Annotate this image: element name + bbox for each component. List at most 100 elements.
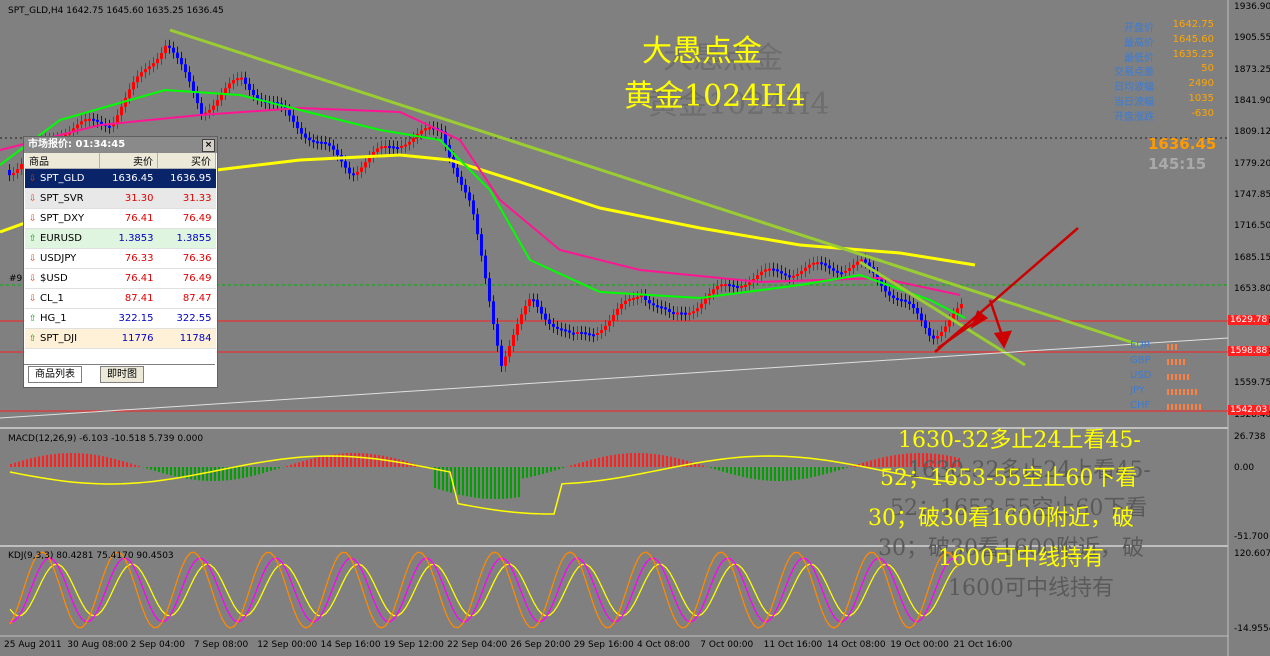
candle-body [292,115,295,122]
price-axis-label: 1559.75 [1234,378,1270,389]
row-ask: 76.49 [157,208,216,229]
macd-bar [46,455,48,467]
candle-body [300,128,303,134]
col-symbol[interactable]: 商品 [25,153,101,169]
macd-bar [154,467,156,471]
candle-body [648,299,651,304]
candle-body [624,300,627,305]
arrow-up-head [970,309,989,329]
market-watch-title-bar[interactable]: 市场报价: 01:34:45 × [24,137,217,153]
candle-body [560,328,563,331]
candle-body [512,334,515,346]
macd-bar [642,453,644,467]
candle-body [16,169,19,173]
candle-body [776,269,779,272]
macd-bar [394,458,396,467]
candle-body [936,335,939,339]
forecast-arrows [934,227,1079,353]
market-watch-row[interactable]: ⇧ SPT_DJI 11776 11784 [25,328,216,349]
market-watch-row[interactable]: ⇧ HG_1 322.15 322.55 [25,308,216,329]
candle-body [388,145,391,148]
info-label: 日均波幅 [1114,82,1154,94]
info-value: 2490 [1188,78,1214,90]
market-watch-row[interactable]: ⇩ $USD 76.41 76.49 [25,268,216,289]
candle-body [88,118,91,121]
macd-bar [702,465,704,467]
support-trendline[interactable] [0,337,1229,419]
close-icon[interactable]: × [202,139,215,152]
tab-symbols[interactable]: 商品列表 [28,366,82,383]
market-watch-title: 市场报价: 01:34:45 [28,139,126,150]
candle-body [676,312,679,315]
candle-body [160,53,163,59]
macd-bar [18,461,20,467]
macd-bar [70,453,72,467]
market-watch-row[interactable]: ⇩ USDJPY 76.33 76.36 [25,248,216,269]
candle-body [904,299,907,302]
row-symbol: ⇩ SPT_DXY [25,208,100,229]
macd-bar [622,453,624,467]
time-axis-label: 30 Aug 08:00 [67,640,128,650]
macd-bar [866,461,868,467]
candle-body [448,145,451,158]
market-watch-row[interactable]: ⇩ CL_1 87.41 87.47 [25,288,216,309]
candle-body [64,134,67,137]
info-row: 开盘涨跌 -630 [1104,108,1214,123]
macd-bar [814,467,816,477]
candle-body [128,89,131,98]
candle-body [240,77,243,80]
info-row: 最高价 1645.60 [1104,34,1214,49]
macd-bar [58,453,60,467]
candle-body [848,268,851,271]
col-bid[interactable]: 卖价 [99,153,159,169]
market-watch-row[interactable]: ⇩ SPT_GLD 1636.45 1636.95 [25,168,216,189]
candle-body [304,133,307,138]
macd-bar [718,467,720,471]
price-axis-label: 1685.15 [1234,252,1270,263]
candle-body [948,320,951,327]
macd-bar [590,459,592,467]
macd-axis-max: 26.738 [1234,432,1266,442]
candle-body [568,330,571,333]
market-watch-row[interactable]: ⇧ EURUSD 1.3853 1.3855 [25,228,216,249]
arrow-up-short [937,318,979,350]
descending-trendline[interactable] [169,28,1141,347]
macd-bar [242,467,244,479]
candle-body [164,45,167,54]
macd-bar [342,453,344,467]
candle-body [524,306,527,315]
short-trendline[interactable] [859,260,1026,367]
kdj-indicator [9,551,959,629]
market-watch-row[interactable]: ⇩ SPT_SVR 31.30 31.33 [25,188,216,209]
macd-bar [930,453,932,467]
info-value: 1035 [1188,93,1214,104]
candle-body [772,268,775,271]
macd-bar [362,453,364,467]
arrow-down-icon: ⇩ [29,254,37,264]
macd-bar [634,453,636,467]
info-label: 开盘涨跌 [1114,111,1154,123]
arrow-down-icon: ⇩ [29,274,37,284]
candle-body [400,145,403,148]
overlay-subtitle: 黄金1024H4 [624,79,806,114]
macd-bar [674,457,676,467]
row-symbol: ⇩ $USD [25,268,100,289]
symbol-name: CL_1 [40,293,64,304]
macd-bar [526,467,528,478]
candle-body [348,167,351,174]
market-watch-window[interactable]: 市场报价: 01:34:45 × 商品 卖价 买价 ⇩ SPT_GLD 1636.4… [23,136,218,388]
candle-body [576,332,579,335]
row-symbol: ⇩ USDJPY [25,248,100,269]
time-axis-label: 26 Sep 20:00 [510,640,571,650]
macd-bar [774,467,776,481]
price-axis-label: 1841.90 [1234,96,1270,107]
market-watch-row[interactable]: ⇩ SPT_DXY 76.41 76.49 [25,208,216,229]
candle-body [332,145,335,150]
candle-body [768,268,771,271]
tab-tick-chart[interactable]: 即时图 [100,366,144,383]
candle-body [420,130,423,134]
macd-bar [918,453,920,467]
currency-label: JPY [1130,385,1145,396]
col-ask[interactable]: 买价 [157,153,216,169]
